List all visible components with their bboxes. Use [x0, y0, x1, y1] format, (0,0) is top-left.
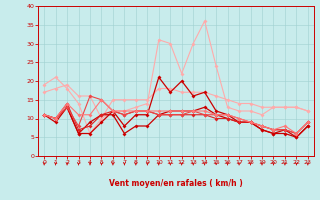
X-axis label: Vent moyen/en rafales ( km/h ): Vent moyen/en rafales ( km/h ): [109, 179, 243, 188]
